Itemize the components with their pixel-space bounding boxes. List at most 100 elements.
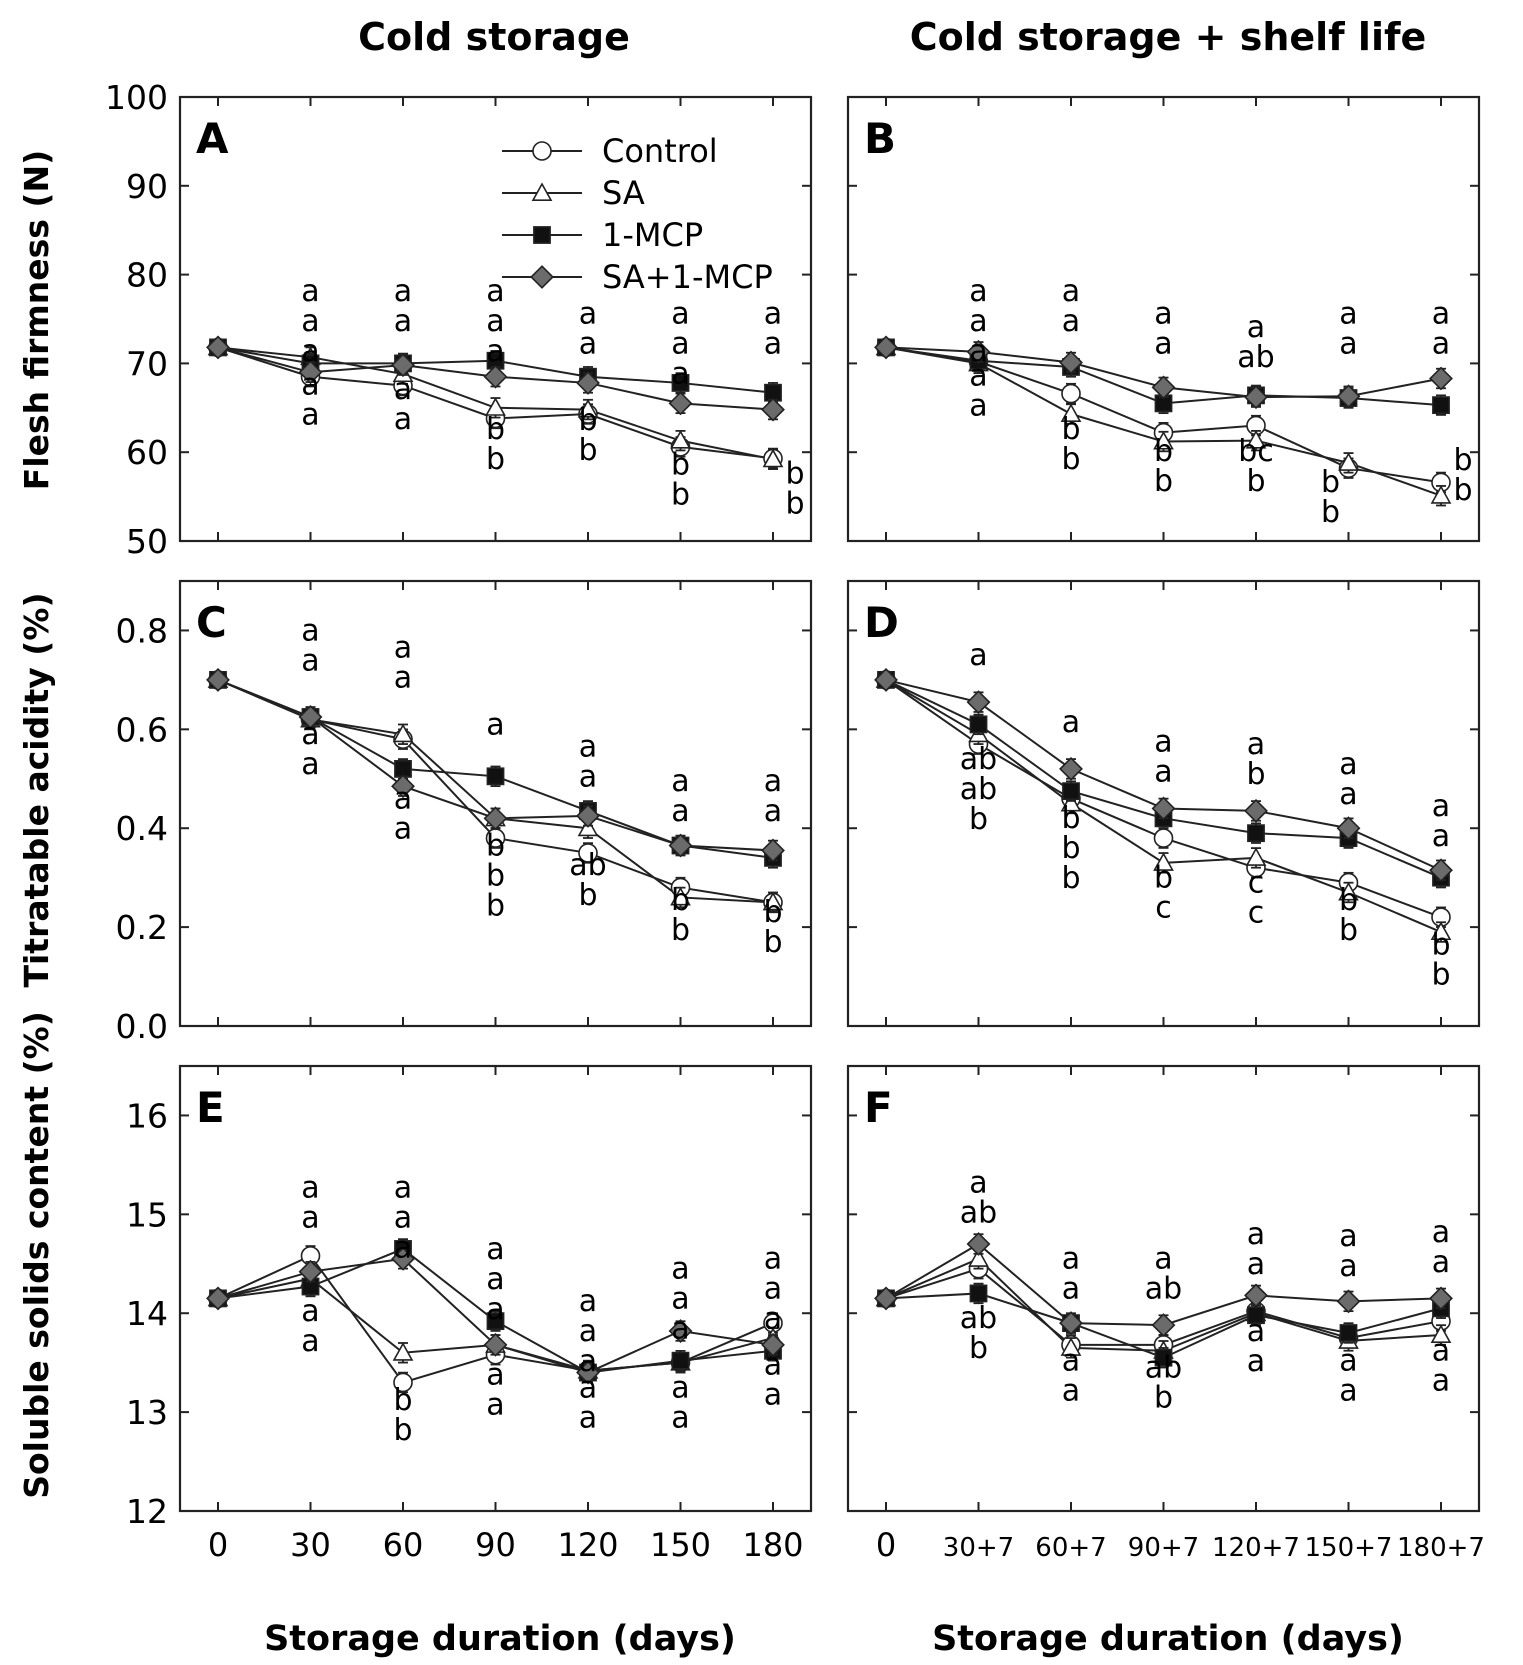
x-tick-label: 150+7 [1305, 1533, 1393, 1563]
significance-letter: a [1247, 1247, 1265, 1282]
data-point [392, 1342, 414, 1361]
significance-letter: a [394, 1201, 412, 1236]
y-tick-label: 0.2 [116, 908, 168, 947]
significance-letter: a [486, 1387, 504, 1422]
significance-letter: b [578, 878, 597, 913]
y-tick-label: 100 [105, 78, 168, 117]
data-point [1154, 1348, 1173, 1367]
significance-letter: a [1432, 1245, 1450, 1280]
y-tick-label: 80 [126, 256, 168, 295]
data-point [1151, 796, 1176, 821]
data-point [485, 397, 506, 416]
panel-letter: F [864, 1083, 893, 1132]
data-point [668, 833, 693, 858]
significance-letter: a [1432, 789, 1450, 824]
significance-letter: a [1247, 727, 1265, 762]
y-axis-label-firmness: Flesh firmness (N) [17, 150, 56, 490]
significance-letter: bc [1238, 434, 1274, 469]
y-tick-label: 0.6 [116, 710, 168, 749]
data-point [1153, 430, 1174, 450]
data-point [1060, 1337, 1082, 1356]
data-point [1244, 1283, 1268, 1308]
panel-f: 0 30+7 60+7 90+7 120+7 150+7 180+7Faababbaaaaa… [846, 1064, 1485, 1564]
significance-letter: b [1431, 927, 1450, 962]
significance-letter: a [579, 1400, 597, 1435]
data-point [393, 1372, 413, 1393]
significance-letter: a [1432, 819, 1450, 854]
significance-letter: b [671, 477, 690, 512]
significance-letter: a [1339, 1374, 1357, 1409]
significance-letter: a [486, 707, 504, 742]
x-tick-label: 30+7 [943, 1533, 1014, 1563]
significance-letter: a [671, 1400, 689, 1435]
significance-letter: a [486, 274, 504, 309]
data-point [670, 430, 691, 449]
significance-letter: a [394, 1231, 412, 1266]
significance-letter: a [394, 661, 412, 696]
significance-letter: b [486, 858, 505, 893]
significance-letter: b [1061, 801, 1080, 836]
data-point [1336, 384, 1361, 409]
significance-letter: a [671, 1282, 689, 1317]
significance-letter: a [969, 359, 987, 394]
y-tick-label: 90 [126, 167, 168, 206]
data-point [1059, 756, 1083, 781]
column-title-right: Cold storage + shelf life [910, 15, 1427, 59]
x-tick-label: 30 [290, 1526, 331, 1564]
data-point [761, 1332, 785, 1357]
significance-letter: b [393, 1383, 412, 1418]
significance-letter: b [1154, 434, 1173, 469]
data-point [1060, 403, 1082, 423]
significance-letter: a [394, 274, 412, 309]
significance-letter: a [764, 1378, 782, 1413]
significance-letter: a [1062, 1374, 1080, 1409]
legend-marker-triangle [531, 182, 553, 201]
significance-letter: b [1246, 757, 1265, 792]
significance-letter: a [1062, 274, 1080, 309]
significance-letter: b [486, 442, 505, 477]
significance-letter: a [301, 613, 319, 648]
significance-letter: a [1432, 1334, 1450, 1369]
significance-letter: a [486, 1262, 504, 1297]
y-tick-label: 0.4 [116, 809, 168, 848]
significance-letter: a [1432, 1215, 1450, 1250]
data-point [483, 1332, 508, 1357]
x-tick-label: 120 [557, 1526, 618, 1564]
data-point [392, 723, 414, 743]
significance-letter: a [394, 304, 412, 339]
significance-letter: a [1247, 1314, 1265, 1349]
significance-letter: b [1246, 464, 1265, 499]
y-tick-label: 50 [126, 522, 168, 561]
data-point [1151, 375, 1176, 400]
significance-letter: a [1339, 1249, 1357, 1284]
significance-letter: ab [960, 1301, 997, 1336]
data-point [1338, 881, 1359, 901]
significance-letter: a [671, 1312, 689, 1347]
data-point [577, 398, 599, 418]
x-tick-label: 0 [208, 1526, 228, 1564]
y-tick-label: 15 [126, 1195, 168, 1234]
y-tick-label: 0.8 [116, 611, 168, 650]
significance-letter: a [671, 1252, 689, 1287]
data-point [874, 1286, 898, 1311]
significance-letter: c [1248, 896, 1265, 931]
significance-letter: a [1154, 725, 1172, 760]
data-point [486, 1312, 505, 1331]
significance-letter: a [1062, 705, 1080, 740]
data-point [1430, 921, 1452, 941]
significance-letter: a [671, 326, 689, 361]
significance-letter: ab [1237, 340, 1274, 375]
significance-letter: b [1339, 883, 1358, 918]
data-point [1060, 792, 1082, 812]
significance-letter: ab [1145, 1351, 1182, 1386]
data-point [1059, 350, 1083, 375]
significance-letter: ab [960, 1196, 997, 1231]
panel-letter: C [196, 598, 227, 647]
data-point [576, 1360, 600, 1385]
data-point [391, 1246, 415, 1271]
significance-letter: a [671, 356, 689, 391]
data-point [874, 667, 898, 692]
plot-frame [178, 579, 813, 1028]
legend-item: SA+1-MCP [502, 258, 773, 296]
significance-letter: b [486, 888, 505, 923]
